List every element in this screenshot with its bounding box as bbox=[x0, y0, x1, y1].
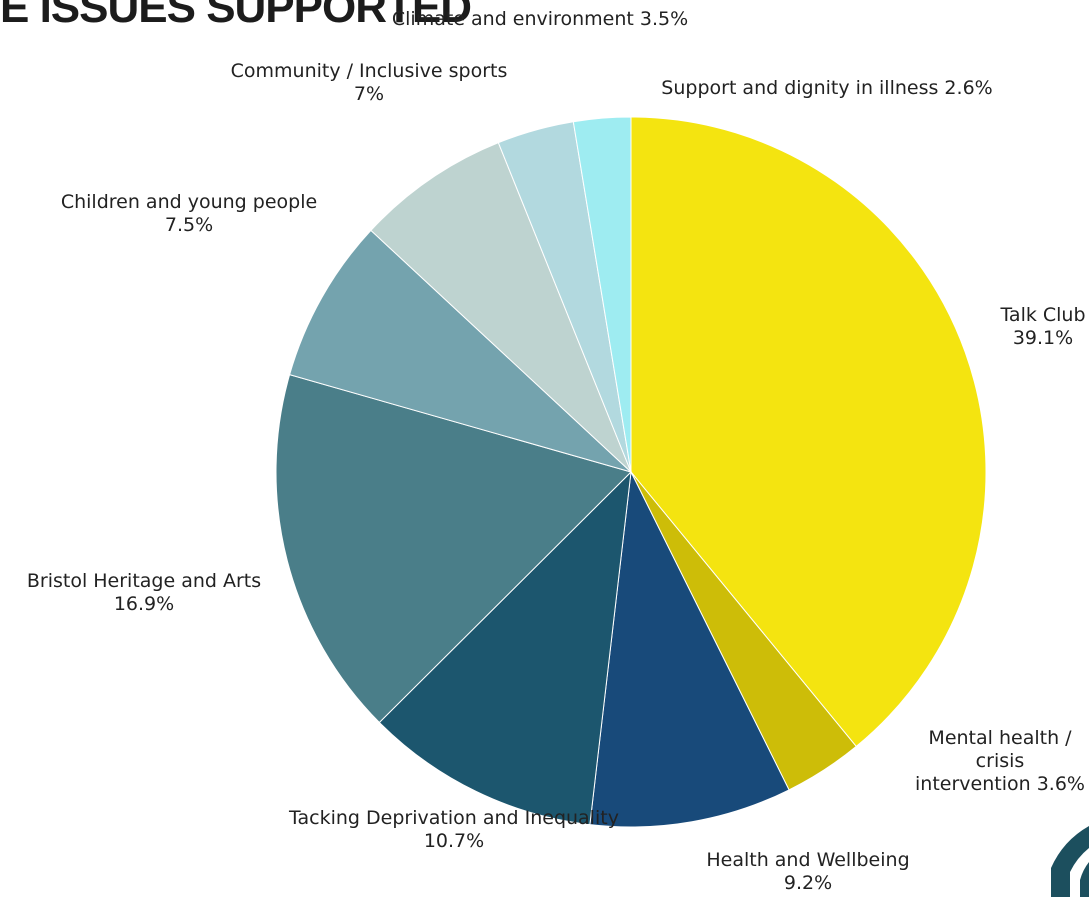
slice-label-line: intervention 3.6% bbox=[915, 773, 1085, 795]
chart-title: E ISSUES SUPPORTED bbox=[0, 0, 472, 32]
pie-slice bbox=[288, 229, 632, 473]
logo-arc-inner bbox=[1080, 862, 1089, 897]
slice-label: Climate and environment 3.5% bbox=[392, 8, 688, 31]
slice-label: Bristol Heritage and Arts 16.9% bbox=[27, 570, 261, 616]
logo-arc-outer bbox=[1051, 826, 1089, 897]
slice-label-line: 39.1% bbox=[1012, 327, 1074, 349]
pie-slice bbox=[630, 116, 987, 748]
slice-label: Health and Wellbeing 9.2% bbox=[706, 849, 909, 895]
slice-label: Mental health / crisis intervention 3.6% bbox=[915, 727, 1085, 796]
pie-slice bbox=[572, 116, 632, 473]
slice-label-line: Health and Wellbeing bbox=[706, 849, 910, 871]
slice-label-line: 7% bbox=[353, 83, 385, 105]
slice-label-line: 9.2% bbox=[783, 872, 833, 894]
slice-label-line: Support and dignity in illness 2.6% bbox=[661, 77, 993, 99]
pie-slice bbox=[378, 470, 632, 826]
slice-label-line: Mental health / bbox=[928, 727, 1072, 749]
slice-label-line: Bristol Heritage and Arts bbox=[26, 570, 262, 592]
slice-label: Support and dignity in illness 2.6% bbox=[661, 77, 992, 100]
pie-slice bbox=[370, 142, 632, 473]
slice-label-line: Climate and environment 3.5% bbox=[391, 8, 689, 30]
slice-label-line: 7.5% bbox=[164, 214, 214, 236]
slice-label: Children and young people 7.5% bbox=[61, 191, 317, 237]
pie-slice bbox=[275, 374, 632, 724]
slice-label-line: Talk Club bbox=[1000, 304, 1086, 326]
slice-label: Community / Inclusive sports 7% bbox=[231, 60, 508, 106]
slice-label: Talk Club 39.1% bbox=[1000, 304, 1085, 350]
pie-slice bbox=[589, 470, 790, 828]
slice-label-line: 16.9% bbox=[113, 593, 175, 615]
slice-label-line: crisis bbox=[975, 750, 1025, 772]
slice-label-line: Children and young people bbox=[60, 191, 318, 213]
slice-label: Tacking Deprivation and Inequality 10.7% bbox=[289, 807, 619, 853]
slice-label-line: 10.7% bbox=[423, 830, 485, 852]
slice-label-line: Community / Inclusive sports bbox=[230, 60, 508, 82]
slice-label-line: Tacking Deprivation and Inequality bbox=[289, 807, 619, 829]
